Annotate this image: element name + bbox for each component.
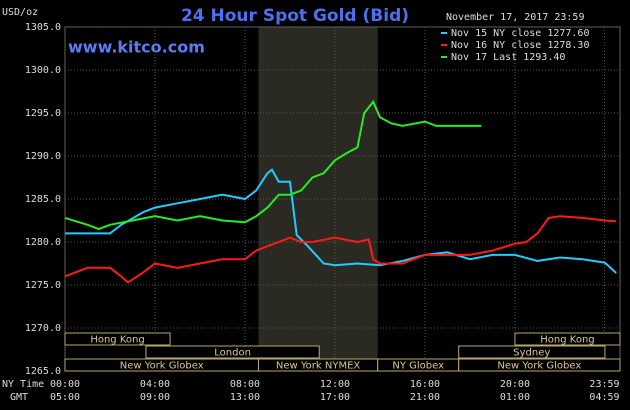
x-row-label: NY Time [2,379,44,390]
gmt-tick-label: 01:00 [500,392,530,403]
gmt-tick-label: 21:00 [410,392,440,403]
x-tick-label: 23:59 [589,379,619,390]
session-bar [458,345,606,359]
session-label: London [214,348,251,359]
x-tick-label: 12:00 [320,379,350,390]
session-bar [514,332,621,346]
x-tick-label: 08:00 [230,379,260,390]
session-bar [458,358,621,372]
session-label: New York NYMEX [276,361,361,372]
y-tick-label: 1300.0 [25,65,61,76]
x-tick-label: 20:00 [500,379,530,390]
y-tick-label: 1305.0 [25,22,61,33]
legend-label: Nov 16 NY close 1278.30 [451,40,589,51]
session-bar [145,345,320,359]
y-tick-label: 1280.0 [25,237,61,248]
session-label: New York Globex [497,361,581,372]
y-tick-label: 1275.0 [25,280,61,291]
session-label: New York Globex [120,361,204,372]
gmt-tick-label: 17:00 [320,392,350,403]
y-axis-label: USD/oz [2,7,38,18]
watermark: www.kitco.com [68,38,205,57]
gmt-tick-label: 04:59 [589,392,619,403]
y-tick-label: 1285.0 [25,194,61,205]
y-tick-label: 1290.0 [25,151,61,162]
session-label: Hong Kong [90,335,144,346]
series-line [64,99,482,231]
series-line [64,215,617,284]
x-tick-label: 04:00 [140,379,170,390]
y-tick-label: 1270.0 [25,323,61,334]
y-tick-label: 1295.0 [25,108,61,119]
x-tick-label: 16:00 [410,379,440,390]
gmt-tick-label: 09:00 [140,392,170,403]
gmt-tick-label: 05:00 [50,392,80,403]
session-label: Sydney [513,348,550,359]
session-bar [64,332,171,346]
x-tick-label: 00:00 [50,379,80,390]
series-line [65,168,617,274]
legend-label: Nov 15 NY close 1277.60 [451,28,589,39]
timestamp: November 17, 2017 23:59 [446,12,584,23]
gmt-tick-label: 13:00 [230,392,260,403]
y-tick-label: 1265.0 [25,366,61,377]
chart-title: 24 Hour Spot Gold (Bid) [181,6,409,26]
x-row-label: GMT [10,392,28,403]
session-label: NY Globex [392,361,444,372]
legend-label: Nov 17 Last 1293.40 [451,52,565,63]
session-label: Hong Kong [540,335,594,346]
